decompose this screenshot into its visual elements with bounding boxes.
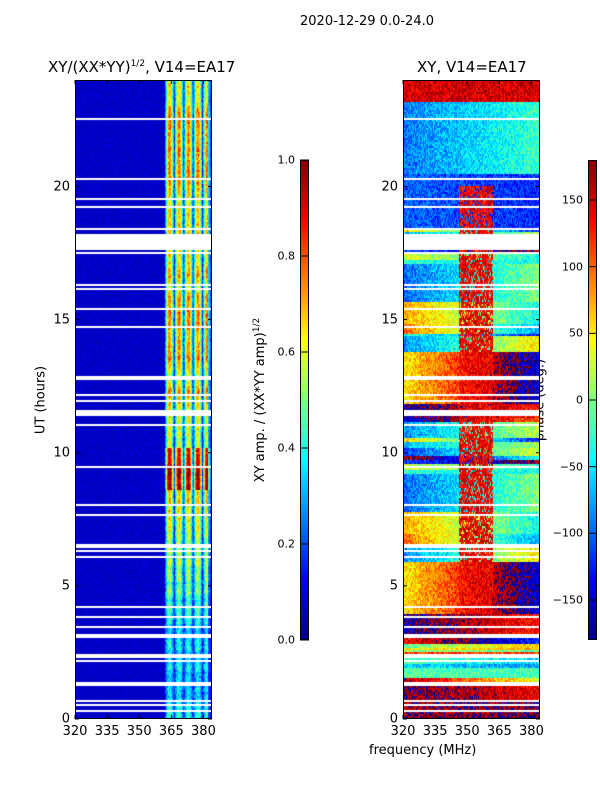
x-tick-label: 380 xyxy=(191,724,216,739)
y-tick-label: 10 xyxy=(381,445,398,461)
colorbar-tick-label: 0.6 xyxy=(277,345,296,359)
x-axis-label: frequency (MHz) xyxy=(369,743,477,758)
x-tick-label: 335 xyxy=(94,724,120,739)
x-tick-label: 320 xyxy=(390,724,416,739)
y-tick-label: 15 xyxy=(381,312,398,328)
y-tick-label: 10 xyxy=(53,445,70,461)
left-title-exponent: 1/2 xyxy=(130,59,146,69)
colorbar-tick-label: 50 xyxy=(569,326,583,340)
colorbar-tick-label: 0.0 xyxy=(277,633,296,647)
x-tick-label: 335 xyxy=(422,724,448,739)
y-tick-label: 15 xyxy=(53,312,70,328)
colorbar-tick-label: 100 xyxy=(562,260,583,274)
left-title-suffix: , V14=EA17 xyxy=(145,58,236,76)
x-tick-label: 365 xyxy=(486,724,512,739)
y-tick-label: 5 xyxy=(389,578,398,594)
colorbar-tick-label: 0.2 xyxy=(277,537,296,551)
right-panel-title: XY, V14=EA17 xyxy=(417,58,527,76)
colorbar-tick-label: 0.4 xyxy=(277,441,296,455)
colorbar-tick-label: 150 xyxy=(562,193,583,207)
colorbar-tick-label: 0.8 xyxy=(277,249,296,263)
x-tick-label: 350 xyxy=(126,724,152,739)
x-tick-label: 365 xyxy=(158,724,184,739)
y-tick-label: 20 xyxy=(53,179,70,194)
colorbar-1 xyxy=(300,160,309,640)
x-tick-label: 350 xyxy=(454,724,480,739)
colorbar-tick-label: −100 xyxy=(552,526,583,540)
left-title-text: XY/(XX*YY) xyxy=(48,58,131,76)
colorbar-frame-0 xyxy=(300,160,309,640)
colorbar-tick-label: 1.0 xyxy=(277,153,296,167)
plot-frame-0 xyxy=(75,80,212,719)
colorbar-tick-label: −150 xyxy=(552,593,583,607)
y-tick-label: 0 xyxy=(61,711,70,727)
colorbar-tick-label: 0 xyxy=(576,393,583,407)
colorbar-tick-label: −50 xyxy=(559,460,583,474)
x-tick-label: 380 xyxy=(519,724,544,739)
left-panel-title: XY/(XX*YY)1/2, V14=EA17 xyxy=(48,58,235,76)
phase-heatmap xyxy=(403,80,540,719)
figure-suptitle: 2020-12-29 0.0-24.0 xyxy=(300,14,434,29)
x-tick-label: 320 xyxy=(62,724,88,739)
plot-frame-1 xyxy=(403,80,540,719)
amplitude-heatmap xyxy=(75,80,212,719)
y-tick-label: 5 xyxy=(61,578,70,594)
y-tick-label: 20 xyxy=(381,179,398,194)
y-tick-label: 0 xyxy=(389,711,398,727)
